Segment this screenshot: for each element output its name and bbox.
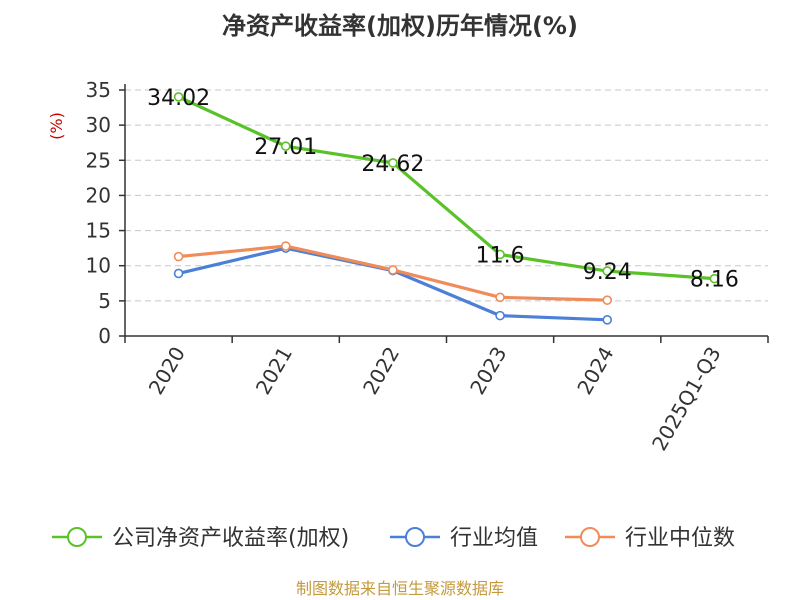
chart-title: 净资产收益率(加权)历年情况(%) [222,12,578,40]
y-tick-label: 0 [98,324,111,348]
y-tick-label: 10 [86,254,111,278]
data-point[interactable] [388,265,398,275]
data-point[interactable] [495,249,505,260]
y-axis-label: (%) [47,112,66,140]
legend-label: 行业均值 [450,526,538,551]
y-tick-label: 20 [86,183,111,207]
legend-item[interactable]: 行业中位数 [565,526,735,551]
data-point[interactable] [602,266,613,276]
series-group: 34.02 27.01 24.62 11.6 9.24 8.16 [147,86,739,325]
data-label: 24.62 [361,152,424,177]
x-tick-label: 2025Q1-Q3 [647,343,726,455]
x-tick-label: 2023 [465,343,511,399]
data-point[interactable] [173,268,184,279]
data-label: 34.02 [147,86,210,111]
data-label: 9.24 [583,260,632,285]
data-point[interactable] [388,158,398,168]
data-point[interactable] [602,295,613,305]
data-label: 27.01 [254,135,317,160]
data-point[interactable] [495,310,505,321]
y-tick-label: 25 [86,148,111,172]
x-tick-label: 2021 [251,343,297,399]
y-tick-label: 35 [86,78,111,102]
data-point[interactable] [280,141,291,151]
x-tick-label: 2022 [358,343,404,399]
legend-item[interactable]: 行业均值 [390,526,538,551]
legend-marker [580,527,600,547]
legend-label: 公司净资产收益率(加权) [112,526,349,551]
legend[interactable]: 公司净资产收益率(加权) 行业均值 行业中位数 [52,526,735,551]
legend-item[interactable]: 公司净资产收益率(加权) [52,526,349,551]
source-footer: 制图数据来自恒生聚源数据库 [296,579,504,598]
x-tick-label: 2020 [144,343,190,399]
legend-label: 行业中位数 [625,526,735,551]
data-point[interactable] [280,241,291,251]
series-line [177,95,715,281]
data-point[interactable] [709,273,720,284]
y-tick-label: 5 [98,289,111,313]
data-label: 11.6 [476,243,525,268]
series-line [178,246,608,322]
y-tick-label: 15 [86,219,111,243]
data-point[interactable] [173,251,184,262]
data-point[interactable] [173,92,184,102]
legend-marker [67,527,87,547]
data-point[interactable] [495,292,505,303]
data-point[interactable] [602,315,613,325]
x-tick-label: 2024 [572,343,618,399]
grid-lines [125,89,768,302]
data-label: 8.16 [690,268,739,293]
legend-marker [405,527,425,547]
axes: 0 5 10 15 20 25 30 35 2020 2021 2022 2023 2024 2025Q1… [86,78,769,455]
y-tick-label: 30 [86,113,111,137]
